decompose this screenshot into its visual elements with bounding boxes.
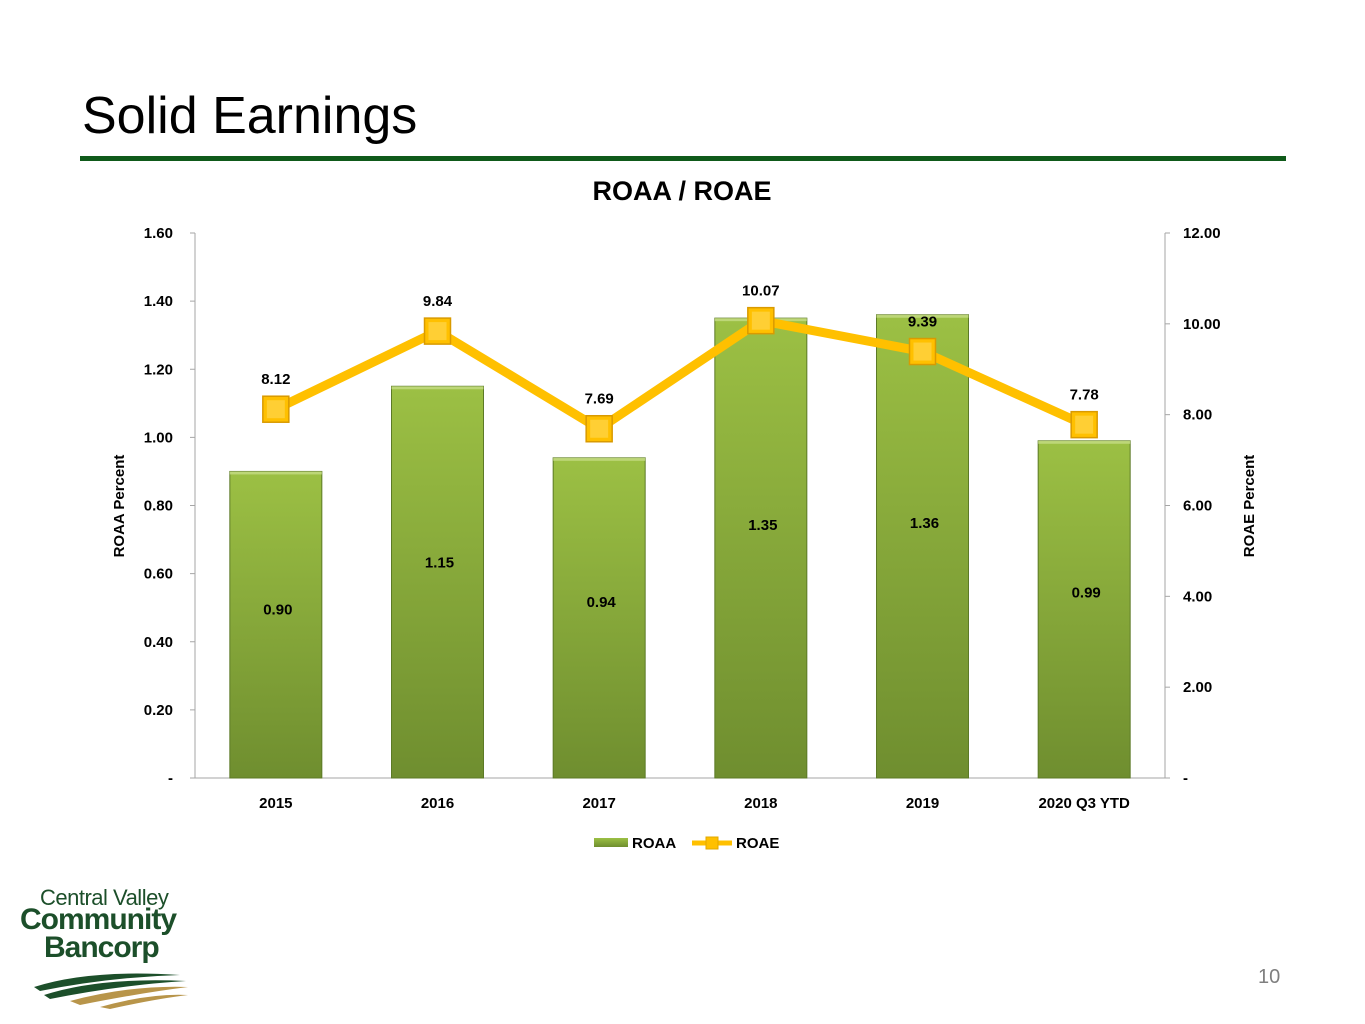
- roae-marker-shine: [266, 400, 285, 419]
- y-left-tick-label: 1.20: [144, 361, 173, 378]
- y-right-tick-label: 12.00: [1183, 225, 1221, 242]
- legend-roaa-swatch: [594, 838, 628, 847]
- y-left-axis-label: ROAA Percent: [111, 455, 128, 558]
- page-number: 10: [1258, 966, 1281, 988]
- roaa-roae-chart: ROAA / ROAE - 0.20 0.40 0.60 0.80 1.00 1.20 1.4…: [111, 176, 1258, 852]
- x-tick-label: 2016: [421, 795, 454, 812]
- y-right-tick-label: 4.00: [1183, 588, 1212, 605]
- y-right-tick-label: 8.00: [1183, 407, 1212, 424]
- title-rule: [80, 156, 1286, 161]
- roaa-bar: [876, 314, 969, 779]
- legend-roaa-label: ROAA: [632, 835, 676, 852]
- y-left-tick-label: 0.60: [144, 566, 173, 583]
- x-tick-label: 2020 Q3 YTD: [1038, 795, 1130, 812]
- x-tick-label: 2019: [906, 795, 939, 812]
- roae-data-label: 7.78: [1070, 387, 1099, 404]
- y-left-tick-label: -: [168, 770, 173, 787]
- roae-marker-shine: [428, 322, 447, 341]
- logo-line-2: Community: [20, 903, 177, 936]
- roaa-bar-highlight: [876, 314, 969, 318]
- roaa-data-label: 0.99: [1072, 585, 1101, 602]
- y-left-tick-label: 1.00: [144, 429, 173, 446]
- roae-data-label: 7.69: [585, 391, 614, 408]
- x-tick-label: 2015: [259, 795, 292, 812]
- roae-marker-shine: [913, 342, 932, 361]
- roaa-data-label: 1.36: [910, 515, 939, 532]
- roaa-bar: [1037, 440, 1131, 779]
- logo-fields-icon: [34, 973, 188, 1009]
- roaa-bar: [714, 317, 808, 779]
- chart-legend: ROAA ROAE: [594, 835, 779, 852]
- y-left-tick-label: 1.40: [144, 293, 173, 310]
- company-logo: Central Valley Community Bancorp: [20, 885, 210, 1015]
- y-right-tick-label: -: [1183, 770, 1188, 787]
- chart-title: ROAA / ROAE: [592, 176, 771, 206]
- roaa-data-label: 1.35: [748, 517, 777, 534]
- roae-line: [273, 316, 1087, 434]
- slide-title: Solid Earnings: [82, 87, 418, 145]
- y-left-tick-label: 0.20: [144, 702, 173, 719]
- y-left-tick-label: 0.80: [144, 498, 173, 515]
- roaa-bar-highlight: [229, 471, 322, 475]
- roaa-bar-highlight: [553, 457, 646, 461]
- roaa-bar-highlight: [1038, 440, 1131, 444]
- y-right-tick-label: 6.00: [1183, 498, 1212, 515]
- roaa-data-label: 0.90: [263, 601, 292, 618]
- roae-marker-shine: [590, 419, 609, 438]
- y-right-axis-label: ROAE Percent: [1241, 455, 1258, 558]
- x-tick-label: 2017: [582, 795, 615, 812]
- y-left-tick-label: 0.40: [144, 634, 173, 651]
- roaa-data-label: 0.94: [587, 594, 617, 611]
- logo-line-1: Central Valley: [40, 885, 169, 910]
- roae-marker-shine: [1075, 415, 1094, 434]
- y-right-tick-label: 10.00: [1183, 316, 1221, 333]
- roaa-bar-highlight: [391, 386, 484, 390]
- legend-roae-marker: [705, 836, 719, 850]
- roaa-bar: [552, 457, 646, 779]
- roae-data-label: 8.12: [261, 371, 290, 388]
- x-tick-label: 2018: [744, 795, 777, 812]
- roaa-bar: [229, 470, 323, 779]
- legend-roae-label: ROAE: [736, 835, 779, 852]
- y-right-tick-label: 2.00: [1183, 679, 1212, 696]
- roae-data-label: 10.07: [742, 283, 780, 300]
- roae-marker-shine: [751, 311, 770, 330]
- roaa-data-label: 1.15: [425, 555, 454, 572]
- roae-data-label: 9.39: [908, 314, 937, 331]
- roaa-bar: [391, 385, 484, 779]
- logo-line-3: Bancorp: [44, 931, 160, 964]
- roae-data-label: 9.84: [423, 293, 453, 310]
- y-left-tick-label: 1.60: [144, 225, 173, 242]
